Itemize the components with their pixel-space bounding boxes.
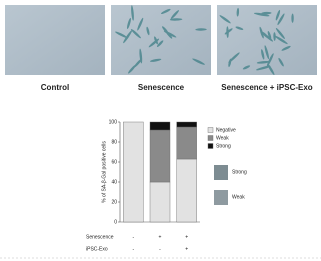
cell	[169, 18, 183, 21]
cell	[291, 13, 294, 23]
cell	[195, 28, 207, 31]
cell	[146, 26, 150, 36]
bar-segment	[176, 121, 197, 128]
treatment-sign: +	[185, 234, 188, 240]
legend-swatch	[207, 135, 214, 141]
legend-swatch	[207, 127, 214, 133]
treatment-sign: -	[132, 234, 134, 240]
y-tick-label: 80	[111, 139, 117, 145]
cell	[148, 38, 160, 48]
cell	[228, 58, 232, 68]
thumb-label: Weak	[232, 194, 245, 200]
senescence-image	[111, 5, 211, 75]
cell	[253, 12, 270, 17]
cell	[278, 57, 284, 67]
y-tick-label: 40	[111, 179, 117, 185]
strong-thumb	[214, 165, 228, 180]
cell	[115, 31, 128, 38]
cell	[137, 17, 144, 31]
cell	[264, 45, 270, 60]
y-tick-label: 0	[114, 219, 117, 225]
cell	[235, 26, 244, 30]
bar-segment	[176, 126, 197, 160]
treatment-label: Senescence	[86, 234, 114, 240]
bar-segment	[149, 121, 171, 131]
panel-label: Control	[41, 83, 69, 92]
bar-segment	[149, 181, 171, 223]
cell	[126, 17, 131, 30]
legend-swatch	[207, 143, 214, 149]
cell	[275, 9, 281, 21]
treatment-sign: +	[185, 246, 188, 252]
cell	[266, 53, 274, 67]
cell	[267, 63, 275, 76]
panel-label: Senescence	[138, 83, 185, 92]
cell	[236, 7, 240, 17]
legend-label: Weak	[216, 135, 229, 141]
treatment-sign: +	[159, 234, 162, 240]
bar-segment	[149, 129, 171, 183]
cell	[156, 40, 164, 47]
panel-label: Senescence + iPSC-Exo	[221, 83, 312, 92]
cell	[131, 5, 134, 21]
bar-segment	[176, 158, 197, 223]
cell	[261, 49, 265, 60]
cell	[261, 31, 274, 42]
treatment-sign: -	[159, 246, 161, 252]
y-axis-label: % of SA-β-Gal positive cells	[101, 141, 107, 203]
control-image	[5, 5, 105, 75]
cell	[274, 35, 288, 45]
cell	[130, 28, 141, 39]
cell	[149, 58, 162, 62]
cell	[192, 58, 205, 65]
thumb-label: Strong	[232, 169, 247, 175]
y-tick-label: 100	[109, 119, 118, 125]
cell	[226, 26, 229, 39]
cell	[242, 65, 251, 70]
cell	[163, 30, 177, 38]
weak-thumb	[214, 190, 228, 205]
cells	[115, 5, 294, 76]
cell	[123, 30, 133, 44]
legend-label: Strong	[216, 143, 231, 149]
y-tick-label: 20	[111, 199, 117, 205]
treatment-sign: -	[132, 246, 134, 252]
bar-segment	[123, 121, 144, 223]
cell	[160, 8, 171, 14]
cell	[281, 45, 291, 51]
cell	[256, 60, 270, 64]
cell	[275, 28, 285, 39]
cell	[170, 10, 179, 20]
cell	[139, 48, 143, 64]
cell	[273, 32, 276, 41]
cell	[277, 13, 285, 26]
treatment-label: iPSC-Exo	[86, 246, 108, 252]
legend-label: Negative	[216, 127, 236, 133]
cell	[267, 31, 272, 40]
y-tick-label: 60	[111, 159, 117, 165]
cell	[133, 58, 143, 68]
cell	[256, 65, 271, 71]
exo-image	[217, 5, 317, 75]
cell	[219, 15, 231, 24]
